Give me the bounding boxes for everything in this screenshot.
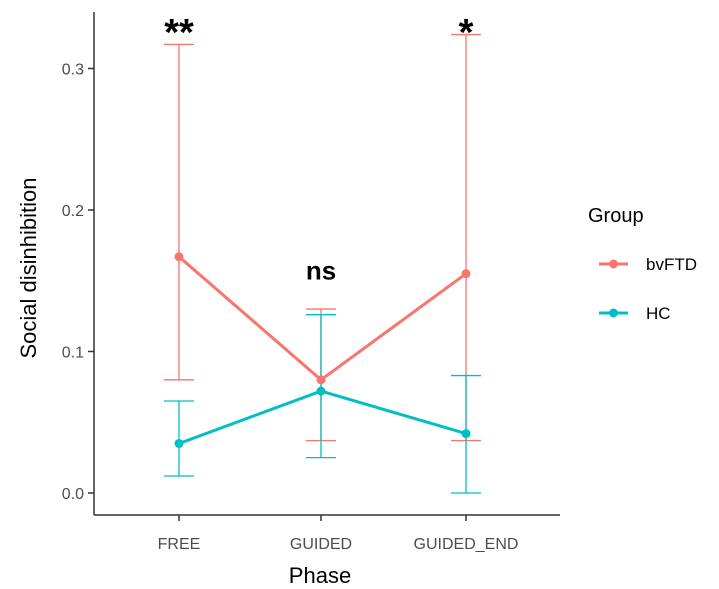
data-point-HC [461, 429, 471, 439]
legend-title: Group [588, 205, 644, 227]
x-tick-label: GUIDED [290, 536, 352, 553]
data-point-HC [316, 386, 326, 396]
data-point-HC [174, 438, 184, 448]
legend: Group bvFTD HC [588, 205, 697, 323]
legend-label: bvFTD [646, 255, 697, 274]
legend-key-point-bvFTD [609, 259, 618, 269]
x-tick-label: GUIDED_END [414, 536, 519, 553]
legend-key-point-HC [609, 308, 618, 318]
x-axis-title: Phase [289, 563, 351, 588]
y-axis-title: Social disinhibition [16, 178, 41, 359]
y-tick-label: 0.2 [62, 203, 84, 220]
data-point-bvFTD [461, 269, 471, 279]
significance-annotations: ** ns * [164, 12, 473, 285]
annotation-label: ** [164, 12, 194, 54]
x-ticks: FREE GUIDED GUIDED_END [158, 515, 519, 553]
data-point-bvFTD [174, 252, 184, 262]
y-tick-label: 0.0 [62, 486, 84, 503]
plot-area: 0.0 0.1 0.2 0.3 FREE GUIDED GUIDED_END ** ns * [62, 12, 560, 553]
y-ticks: 0.0 0.1 0.2 0.3 [62, 62, 94, 503]
series-line-HC [178, 389, 467, 445]
data-point-bvFTD [316, 375, 326, 385]
y-tick-label: 0.1 [62, 345, 84, 362]
y-tick-label: 0.3 [62, 62, 84, 79]
annotation-label: * [459, 12, 474, 54]
legend-label: HC [646, 304, 671, 323]
annotation-label: ns [306, 255, 336, 285]
x-tick-label: FREE [158, 536, 201, 553]
data-points [174, 252, 471, 448]
